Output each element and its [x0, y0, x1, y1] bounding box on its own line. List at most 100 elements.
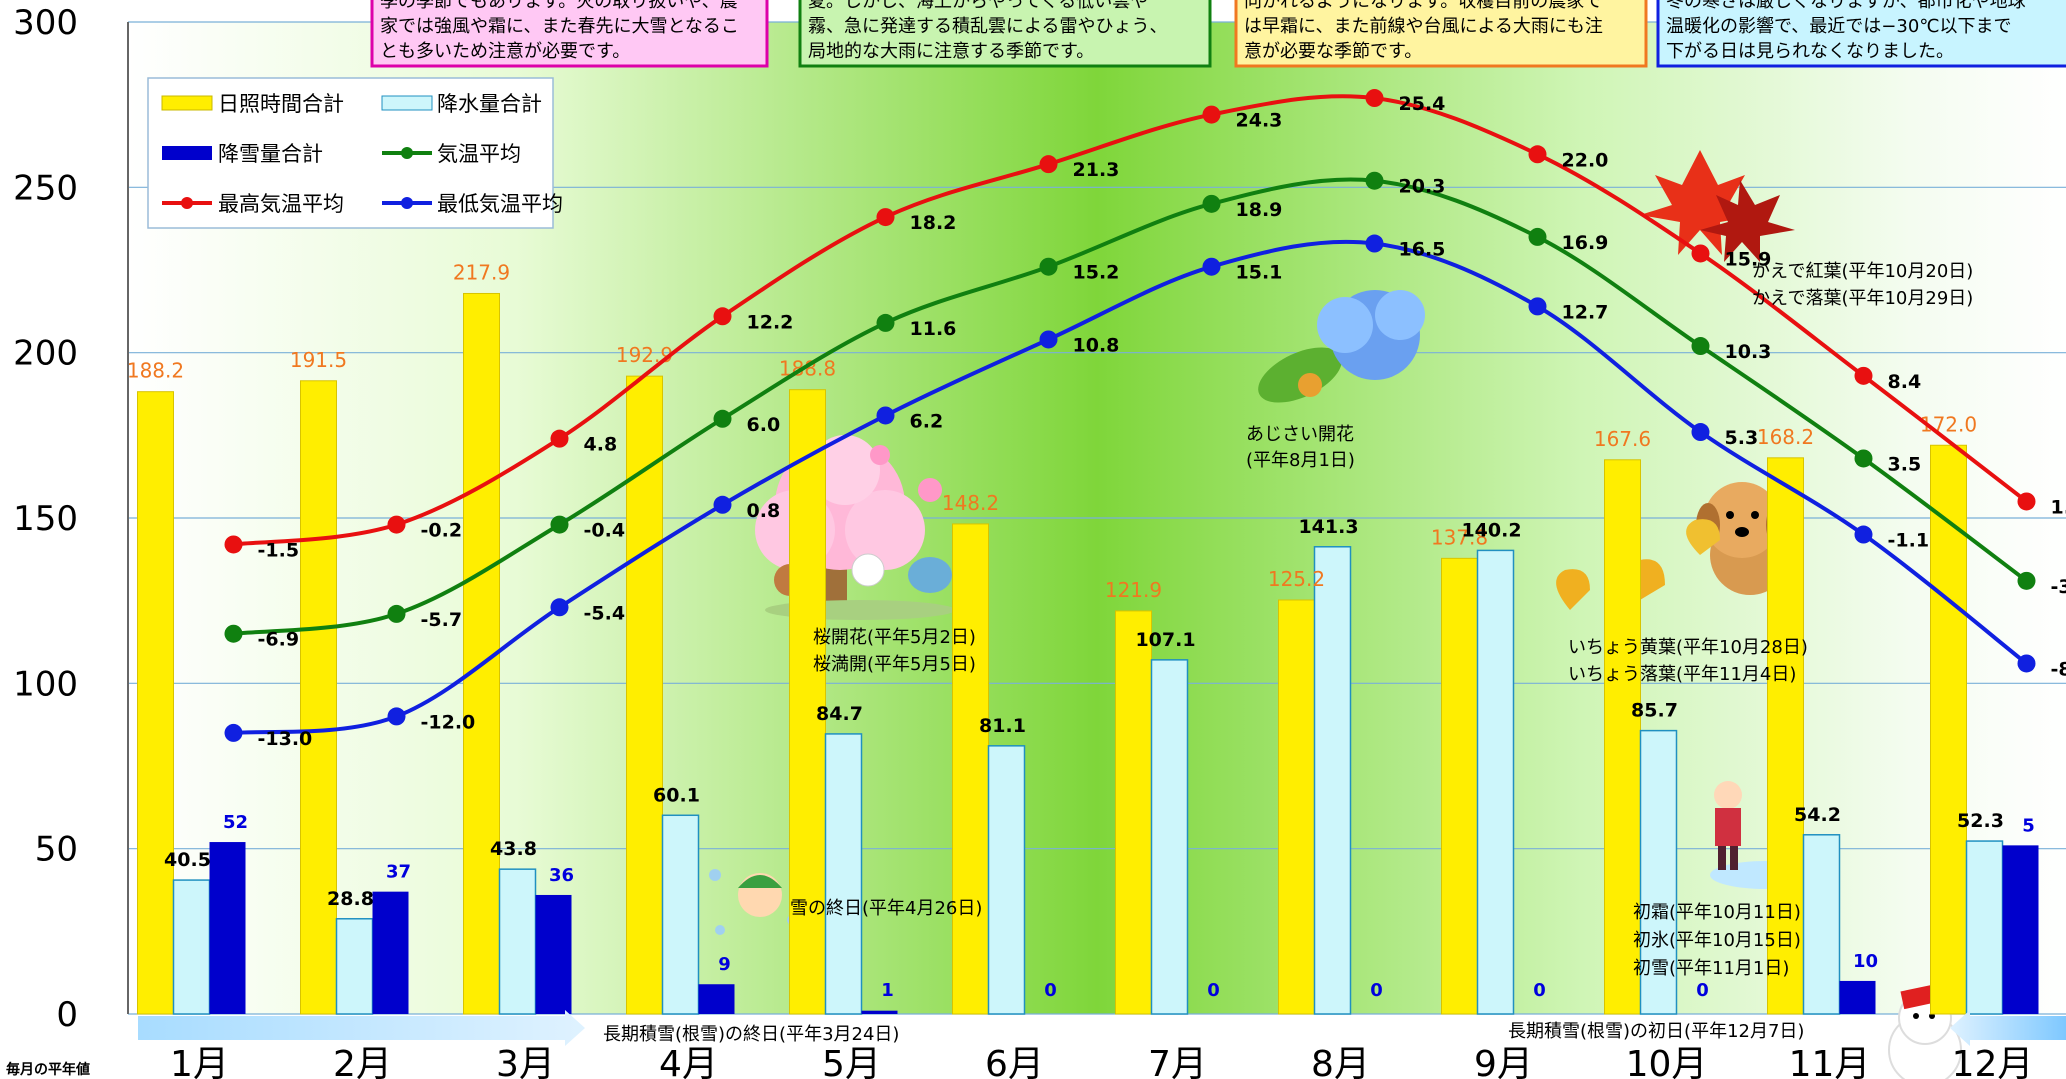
- snowfall-value-label: 0: [1696, 980, 1709, 1001]
- temperature-point: [1854, 525, 1873, 544]
- footer-label: 毎月の平年値: [6, 1061, 90, 1078]
- ann-ajisai-date: (平年8月1日): [1246, 450, 1355, 471]
- annotations: 桜開花(平年5月2日) 桜満開(平年5月5日) あじさい開花 (平年8月1日) …: [790, 261, 1973, 979]
- precipitation-value-label: 81.1: [979, 715, 1026, 737]
- season-note-text: 季の季節でもあります。灭の取り扱いや、農: [380, 0, 738, 12]
- temperature-point: [2017, 492, 2036, 511]
- temperature-value-label: 1.0: [2051, 496, 2066, 518]
- temperature-value-label: 15.9: [1725, 248, 1772, 270]
- season-note-text: 向かれるようになります。収穫目前の農家で: [1244, 0, 1602, 12]
- temperature-value-label: 0.8: [747, 500, 781, 522]
- precipitation-bar: [1313, 546, 1352, 1015]
- precipitation-value-label: 140.2: [1461, 519, 1521, 541]
- temperature-point: [1039, 155, 1058, 174]
- season-note-text: 下がる日は見られなくなりました。: [1666, 41, 1954, 62]
- season-note-text: 意が必要な季節です。: [1244, 41, 1422, 62]
- ann-ajisai: あじさい開花: [1246, 424, 1354, 445]
- temperature-value-label: 8.4: [1888, 371, 1922, 393]
- temperature-line: [233, 239, 2028, 735]
- y-tick-label: 300: [13, 3, 78, 43]
- snow-cover-start-arrow: [1950, 1010, 2066, 1046]
- temperature-value-label: 18.2: [910, 212, 957, 234]
- snowfall-bar: [372, 891, 409, 1014]
- temperature-value-label: 3.5: [1888, 453, 1922, 475]
- temperature-point: [876, 208, 895, 227]
- snowfall-bar: [209, 842, 246, 1014]
- snow-cover-end-label: 長期積雪(根雪)の終日(平年3月24日): [603, 1024, 899, 1045]
- sunshine-bar: [952, 523, 989, 1015]
- legend-label-sunshine: 日照時間合計: [218, 92, 344, 116]
- month-label: 6月: [985, 1044, 1044, 1079]
- snowfall-value-label: 0: [1207, 980, 1220, 1001]
- temperature-value-label: 10.3: [1725, 341, 1772, 363]
- sunshine-value-label: 192.9: [616, 343, 673, 367]
- temperature-value-label: 20.3: [1399, 176, 1446, 198]
- legend-swatch-sunshine: [161, 95, 213, 111]
- snowfall-value-label: 37: [386, 862, 411, 883]
- month-label: 5月: [822, 1044, 881, 1079]
- season-note-box: [798, 0, 1212, 68]
- temperature-value-label: 15.2: [1073, 262, 1120, 284]
- temperature-point: [876, 313, 895, 332]
- sunshine-value-label: 125.2: [1268, 567, 1325, 591]
- precipitation-bar: [1802, 834, 1841, 1015]
- ann-kaede-fall: かえで落葉(平年10月29日): [1752, 288, 1973, 309]
- season-note-box: [370, 0, 769, 68]
- sunshine-bar: [1115, 610, 1152, 1015]
- temperature-value-label: 11.6: [910, 318, 957, 340]
- ann-sakura-bloom: 桜開花(平年5月2日): [813, 627, 976, 648]
- temperature-point: [1202, 257, 1221, 276]
- hydrangea-icon: [1258, 290, 1425, 403]
- precipitation-bar: [172, 879, 211, 1015]
- temperature-point: [1528, 227, 1547, 246]
- snowfall-value-label: 5: [2022, 815, 2035, 836]
- temperature-point: [713, 495, 732, 514]
- sunshine-value-label: 188.2: [127, 359, 184, 383]
- temperature-point: [876, 406, 895, 425]
- precipitation-value-label: 107.1: [1135, 629, 1195, 651]
- temperature-point: [1039, 257, 1058, 276]
- sunshine-value-label: 167.6: [1594, 427, 1651, 451]
- precipitation-value-label: 52.3: [1957, 810, 2004, 832]
- precipitation-bar: [987, 745, 1026, 1015]
- temperature-point: [2017, 571, 2036, 590]
- sunshine-bar: [626, 375, 663, 1015]
- snowfall-value-label: 0: [1533, 980, 1546, 1001]
- temperature-point: [1854, 449, 1873, 468]
- season-note-text: 温暖化の影響で、最近では−30℃以下まで: [1666, 16, 2011, 37]
- temperature-value-label: -12.0: [421, 711, 476, 733]
- x-axis-labels: 1月 2月 3月 4月 5月 6月 7月 8月 9月 10月 11月 12月: [170, 1044, 2033, 1079]
- season-notes: 季の季節でもあります。灭の取り扱いや、農家では強風や霜に、また春先に大雪となるこ…: [370, 0, 2066, 68]
- temperature-point: [224, 624, 243, 643]
- sunshine-bar: [1604, 459, 1641, 1015]
- temperature-value-label: 12.7: [1562, 301, 1609, 323]
- precipitation-bars: [172, 546, 2004, 1015]
- snowfall-value-label: 9: [718, 954, 731, 975]
- ann-icho-yellow: いちょう黄葉(平年10月28日): [1568, 637, 1808, 658]
- precipitation-bar: [335, 918, 374, 1015]
- temperature-value-label: 15.1: [1236, 262, 1283, 284]
- season-note-box: [1234, 0, 1648, 68]
- temperature-point: [224, 723, 243, 742]
- ann-kaede-red: かえで紅葉(平年10月20日): [1752, 261, 1973, 282]
- temperature-point: [1039, 330, 1058, 349]
- bar-value-labels: 188.2 40.5 52 191.5 28.8 37 217.9 43.8 36 192.9 60…: [127, 260, 2035, 1001]
- precipitation-bar: [661, 814, 700, 1015]
- snowfall-bar: [535, 894, 572, 1014]
- precipitation-value-label: 141.3: [1298, 516, 1358, 538]
- temperature-point: [2017, 654, 2036, 673]
- temperature-value-label: -3.8: [2051, 576, 2066, 598]
- sunshine-bar: [789, 389, 826, 1015]
- temperature-point: [1691, 244, 1710, 263]
- temperature-point: [1202, 105, 1221, 124]
- temperature-point: [1854, 366, 1873, 385]
- temperature-value-label: -5.4: [584, 602, 626, 624]
- season-note-text: 局地的な大雨に注意する季節です。: [808, 41, 1094, 62]
- month-label: 1月: [170, 1044, 229, 1079]
- temperature-value-labels: -1.5 -0.2 4.8 12.2 18.2 21.3 24.3 25.4 22.0 15.9 8…: [258, 93, 2066, 750]
- temperature-value-label: 5.3: [1725, 427, 1759, 449]
- season-note-text: 霧、急に発達する積乱雲による雷やひょう、: [808, 16, 1167, 37]
- season-note-box: [1656, 0, 2066, 68]
- temperature-point: [1365, 89, 1384, 108]
- temperature-point: [713, 307, 732, 326]
